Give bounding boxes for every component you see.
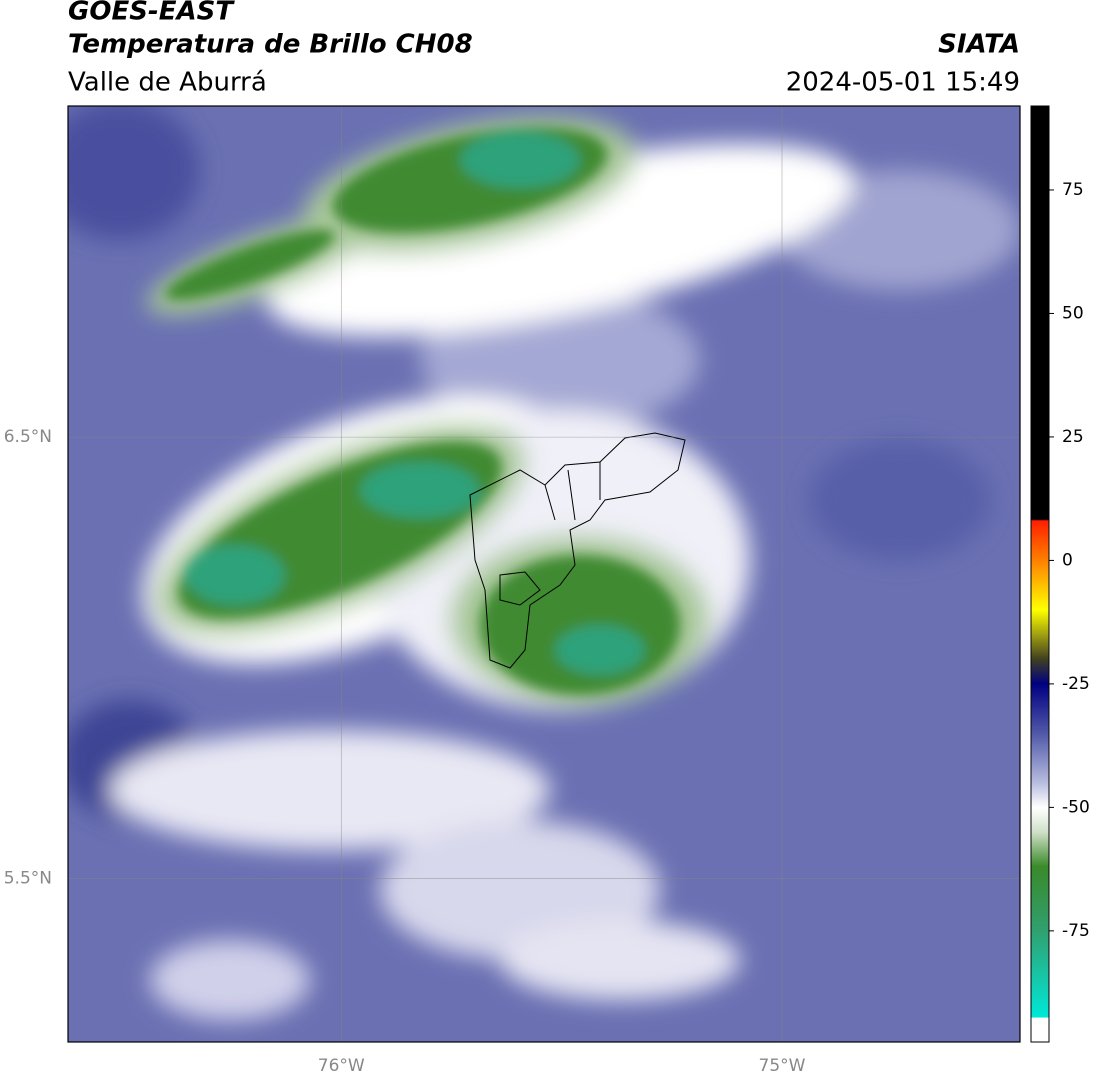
y-tick-label: 6.5°N: [4, 427, 52, 447]
y-tick-label: 5.5°N: [4, 869, 52, 889]
datetime: 2024-05-01 15:49: [786, 68, 1020, 98]
source: SIATA: [938, 30, 1020, 60]
colorbar-tick-label: 75: [1062, 180, 1084, 200]
grid: [68, 106, 1020, 1042]
colorbar-tick-label: 0: [1062, 550, 1073, 570]
region: Valle de Aburrá: [68, 68, 267, 98]
colorbar-tick-label: 50: [1062, 303, 1084, 323]
colorbar-tick-label: -50: [1062, 797, 1090, 817]
title: GOES-EAST: [68, 0, 235, 27]
x-tick-label: 75°W: [759, 1056, 806, 1076]
colorbar-tick-label: -25: [1062, 674, 1090, 694]
brightness-field: [68, 106, 1020, 1042]
colorbar: [1030, 105, 1050, 1043]
map-frame: [67, 105, 1021, 1043]
subtitle: Temperatura de Brillo CH08: [68, 30, 473, 60]
municipal-boundaries: [469, 432, 686, 669]
colorbar-tick-label: -75: [1062, 921, 1090, 941]
x-tick-label: 76°W: [318, 1056, 365, 1076]
colorbar-tick-label: 25: [1062, 427, 1084, 447]
